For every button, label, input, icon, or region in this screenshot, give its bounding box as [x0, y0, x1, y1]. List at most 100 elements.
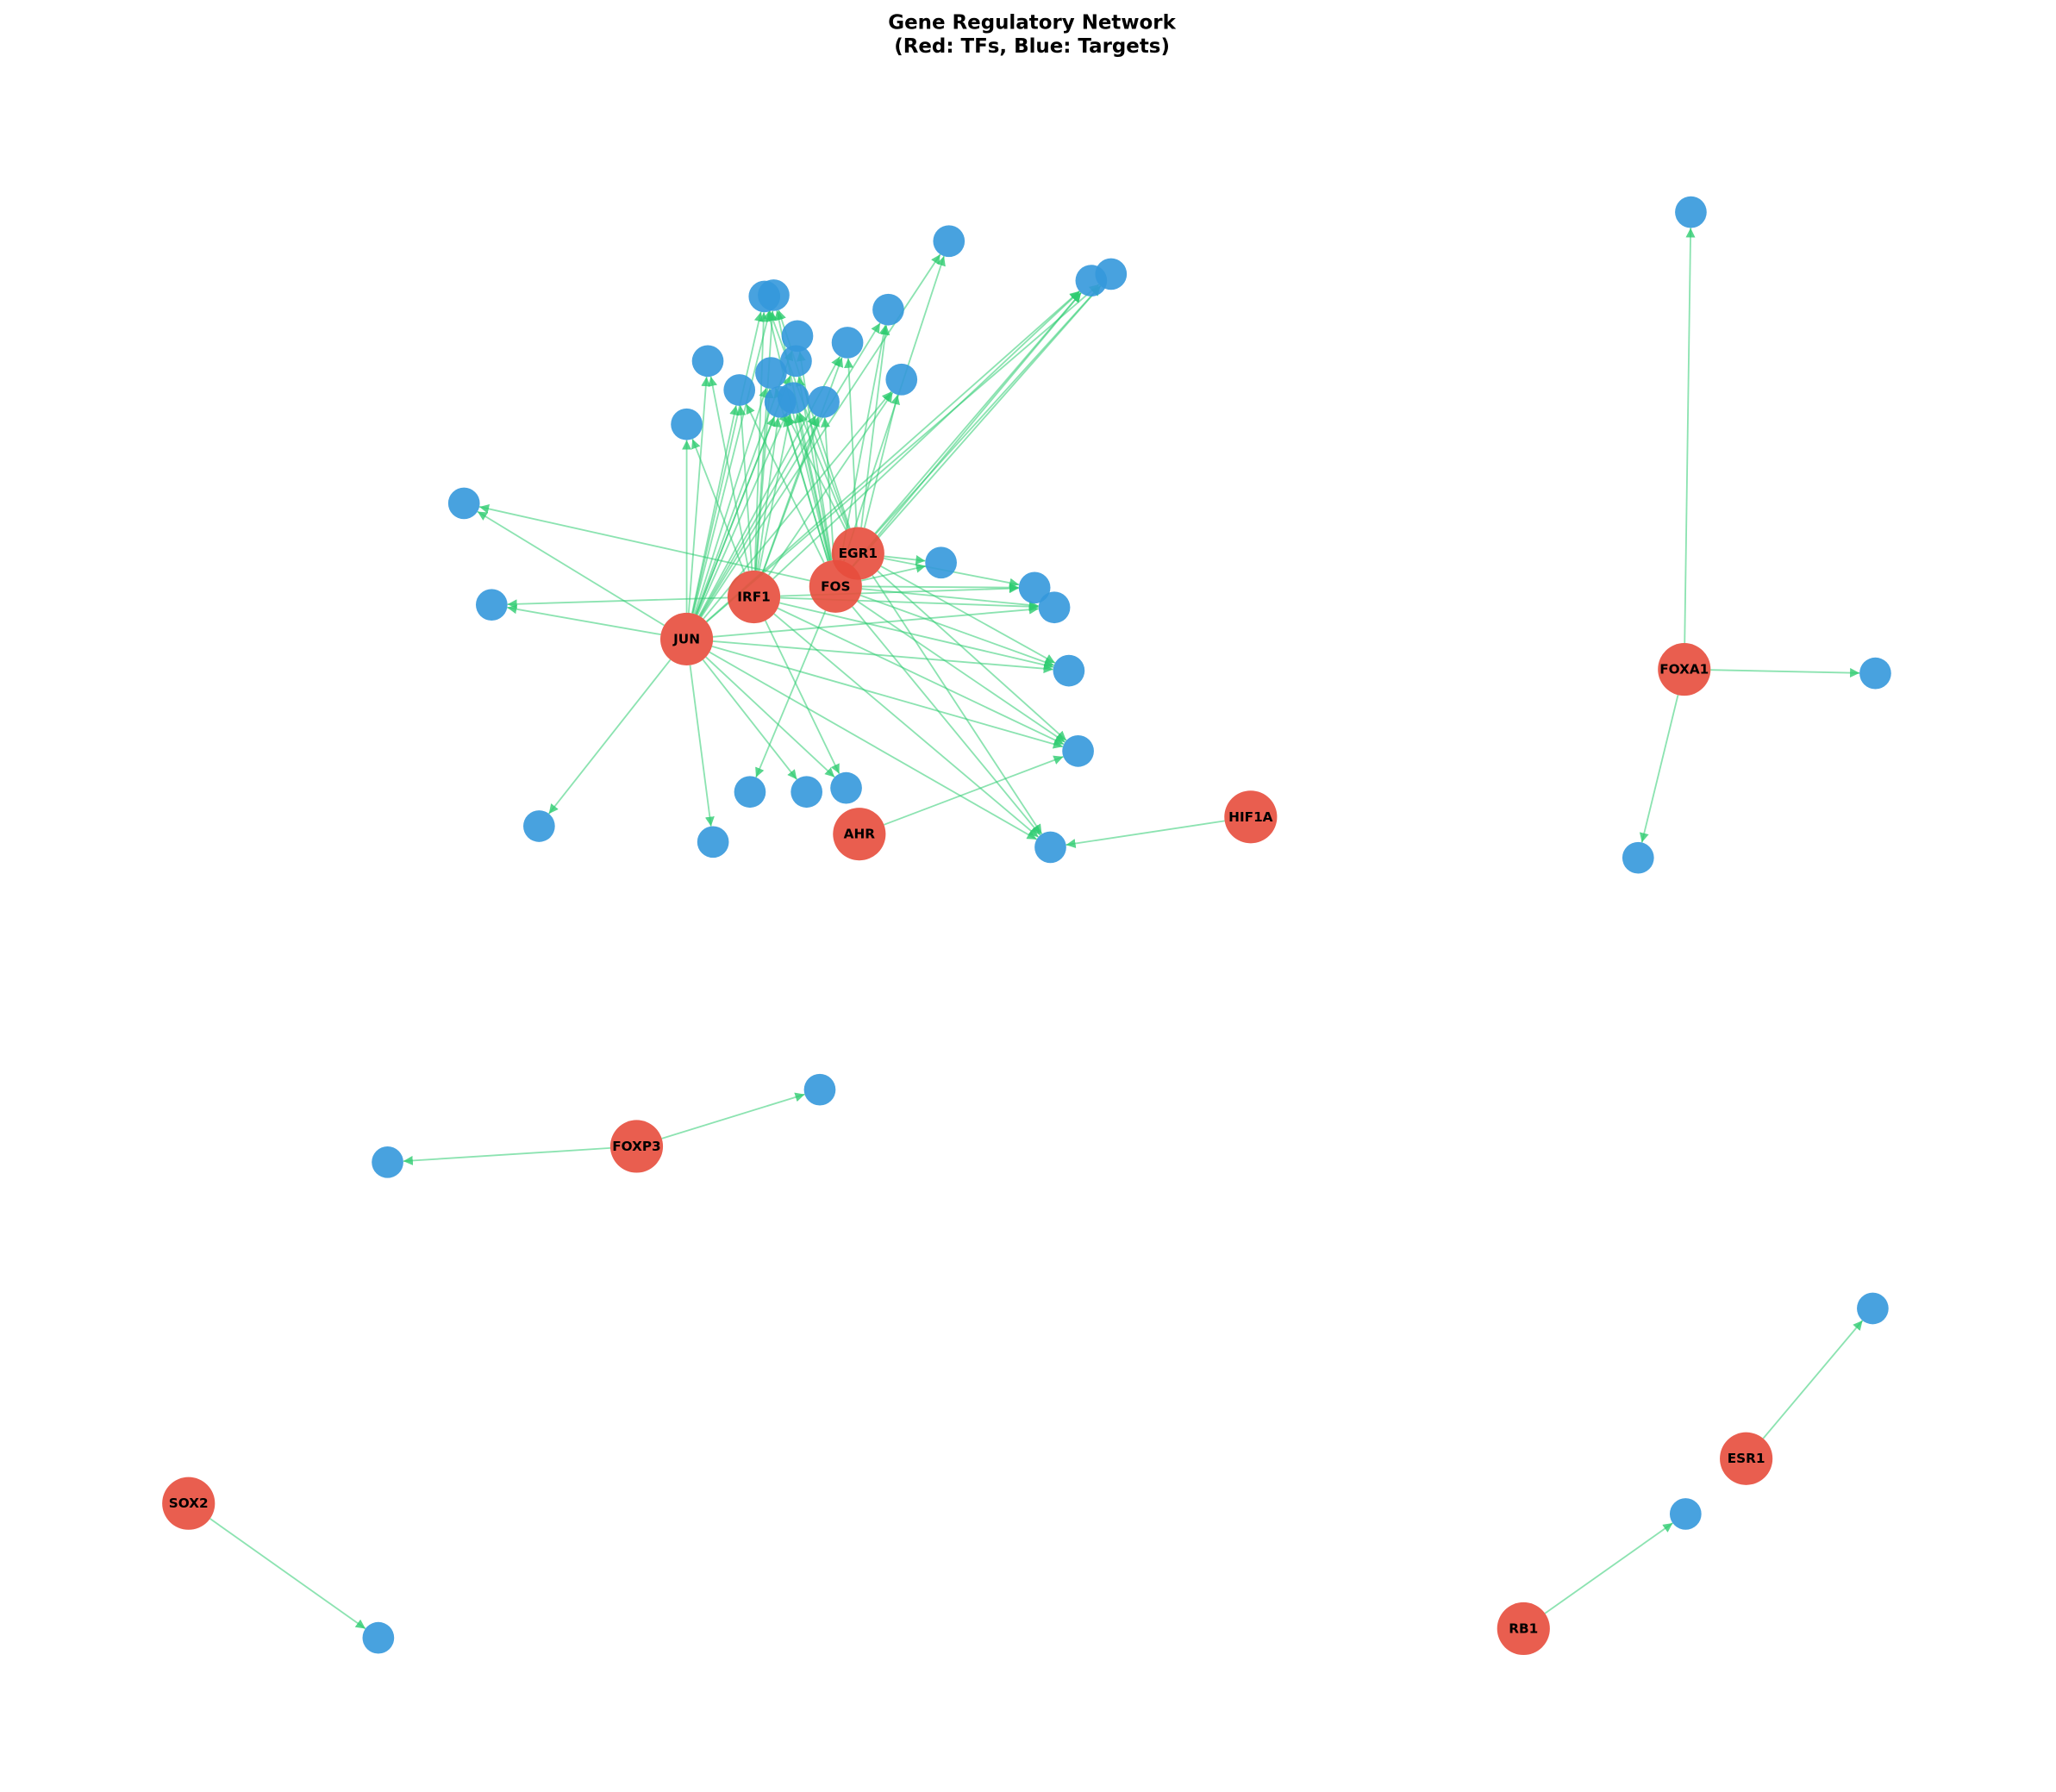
target-node: [808, 385, 840, 418]
edge: [706, 284, 1100, 623]
edge: [693, 387, 768, 615]
edge: [507, 596, 728, 609]
edge: [697, 412, 788, 615]
target-node: [933, 225, 966, 258]
target-node: [1053, 654, 1085, 687]
edge: [874, 291, 1082, 534]
tf-label: RB1: [1509, 1620, 1538, 1636]
target-node: [1622, 841, 1654, 874]
edge: [1065, 820, 1225, 848]
edge: [1639, 695, 1679, 843]
tf-label: IRF1: [737, 589, 771, 604]
edge: [691, 311, 764, 614]
target-node: [475, 589, 508, 621]
target-node: [758, 279, 790, 311]
target-node: [791, 776, 823, 809]
target-node: [1062, 735, 1094, 767]
tf-node: [831, 527, 884, 580]
edge: [705, 656, 835, 778]
target-node: [885, 363, 918, 396]
tf-label: FOXA1: [1659, 662, 1709, 677]
tf-node: [1720, 1432, 1773, 1485]
target-node: [372, 1146, 403, 1178]
edge: [691, 438, 746, 573]
target-node: [691, 345, 724, 378]
edge: [777, 607, 1065, 746]
tf-node: [609, 1120, 664, 1173]
target-node: [781, 320, 814, 353]
edge: [765, 620, 841, 775]
target-node: [1095, 258, 1128, 290]
subtitle: (Red: TFs, Blue: Targets): [894, 35, 1170, 58]
edge: [768, 310, 850, 529]
tf-node: [727, 570, 781, 624]
edges: [209, 228, 1864, 1630]
edge: [708, 376, 750, 571]
edge: [767, 391, 894, 576]
tf-node: [1497, 1602, 1550, 1656]
edge: [209, 1518, 366, 1630]
edge: [857, 600, 1065, 743]
edge: [478, 503, 810, 582]
target-node: [778, 382, 809, 415]
edge: [1710, 668, 1860, 678]
edge: [786, 415, 847, 531]
tf-label: HIF1A: [1228, 809, 1273, 825]
target-node: [523, 810, 555, 842]
edge: [711, 645, 1064, 749]
target-node: [723, 374, 756, 406]
edge: [860, 325, 891, 528]
edge: [702, 659, 798, 780]
edge: [872, 575, 1043, 835]
edge: [783, 416, 829, 562]
edge: [709, 651, 1038, 840]
edge: [699, 415, 817, 617]
tf-node: [1658, 642, 1711, 696]
edge: [507, 604, 661, 636]
edge: [699, 322, 881, 617]
edge: [745, 403, 825, 564]
target-node: [447, 487, 480, 520]
tf-label: SOX2: [169, 1495, 209, 1511]
edge: [880, 565, 1056, 664]
edge: [695, 415, 776, 615]
target-node: [1034, 831, 1066, 864]
edge: [852, 292, 1082, 567]
edge: [794, 413, 831, 561]
edge: [687, 377, 711, 613]
nodes: JUN IRF1 FOS EGR1 AHR HIF1A FOXA1 FOXP3 SOX2 ESR1…: [162, 196, 1891, 1656]
target-node: [1857, 1292, 1889, 1325]
edge: [875, 284, 1102, 534]
edge: [844, 358, 858, 528]
title: Gene Regulatory Network: [888, 12, 1176, 34]
edge: [820, 417, 835, 560]
edge: [884, 755, 1064, 826]
target-node: [755, 357, 787, 389]
edge: [884, 555, 926, 565]
edge: [798, 412, 849, 530]
edge: [692, 309, 772, 614]
edge: [548, 659, 672, 815]
edge: [861, 588, 1039, 610]
edge: [852, 285, 1102, 567]
tf-label: EGR1: [839, 546, 878, 561]
tf-node: [1224, 790, 1278, 844]
target-node: [872, 293, 904, 326]
edge: [403, 1146, 611, 1165]
edge: [779, 602, 1054, 670]
target-node: [697, 826, 729, 859]
tf-node: [833, 808, 886, 861]
target-node: [803, 1073, 836, 1106]
tf-label: ESR1: [1728, 1451, 1765, 1466]
edge: [754, 388, 774, 571]
edge: [661, 1092, 805, 1140]
edge: [691, 405, 740, 614]
tf-label: FOS: [821, 578, 850, 594]
edge: [477, 510, 665, 627]
target-node: [1859, 657, 1891, 690]
edge: [773, 613, 1040, 838]
edge: [1684, 228, 1696, 644]
tf-label: AHR: [844, 827, 876, 842]
edge: [712, 640, 1053, 674]
